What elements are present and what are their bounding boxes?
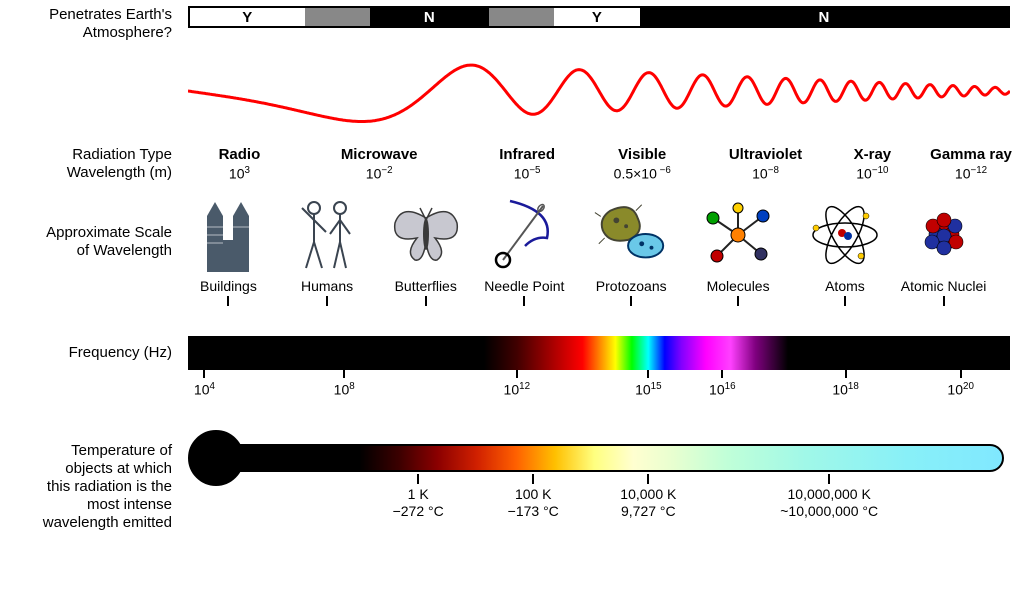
type-wavelength: 0.5×10 −6	[597, 165, 687, 182]
radiation-type: Infrared 10−5	[482, 146, 572, 182]
penetrates-label: Penetrates Earth'sAtmosphere?	[0, 6, 180, 42]
temperature-tick: 1 K−272 °C	[358, 474, 478, 520]
type-name: Infrared	[482, 146, 572, 163]
penetration-segment	[305, 8, 370, 26]
scale-label: Atoms	[801, 278, 889, 294]
scale-label: Protozoans	[587, 278, 675, 294]
frequency-label: Frequency (Hz)	[0, 344, 180, 362]
type-wavelength: 10−2	[334, 165, 424, 182]
type-name: Ultraviolet	[721, 146, 811, 163]
type-name: Microwave	[334, 146, 424, 163]
type-name: Gamma ray	[926, 146, 1016, 163]
scale-label: Molecules	[694, 278, 782, 294]
type-wavelength: 10−12	[926, 165, 1016, 182]
type-name: Visible	[597, 146, 687, 163]
penetration-segment: N	[370, 8, 489, 26]
thermometer-bulb	[188, 430, 244, 486]
scale-tick	[844, 296, 846, 306]
needle-icon	[484, 196, 564, 274]
radiation-type: Visible 0.5×10 −6	[597, 146, 687, 182]
scale-tick	[227, 296, 229, 306]
scale-item: Molecules	[694, 196, 782, 306]
nucleus-icon	[904, 196, 984, 274]
frequency-tick: 1016	[697, 370, 747, 398]
scale-item: Atomic Nuclei	[900, 196, 988, 306]
atom-icon	[805, 196, 885, 274]
penetration-bar: YNYN	[188, 6, 1010, 28]
radiation-type: Microwave 10−2	[334, 146, 424, 182]
scale-tick	[523, 296, 525, 306]
radiation-type: Ultraviolet 10−8	[721, 146, 811, 182]
temperature-label: Temperature ofobjects at whichthis radia…	[0, 442, 180, 532]
thermometer-tube	[216, 444, 1004, 472]
scale-label: Atomic Nuclei	[900, 278, 988, 294]
approx-scale-label: Approximate Scaleof Wavelength	[0, 224, 180, 260]
scale-item: Butterflies	[382, 196, 470, 306]
temperature-tick: 100 K−173 °C	[473, 474, 593, 520]
scale-item: Protozoans	[587, 196, 675, 306]
type-wavelength: 10−10	[827, 165, 917, 182]
scale-item: Needle Point	[480, 196, 568, 306]
molecule-icon	[698, 196, 778, 274]
penetration-segment	[489, 8, 554, 26]
frequency-spectrum-bar	[188, 336, 1010, 370]
scale-tick	[326, 296, 328, 306]
scale-label: Humans	[283, 278, 371, 294]
scale-label: Butterflies	[382, 278, 470, 294]
frequency-tick: 104	[179, 370, 229, 398]
em-wave	[188, 46, 1010, 136]
scale-tick	[943, 296, 945, 306]
scale-label: Buildings	[184, 278, 272, 294]
frequency-tick: 1012	[492, 370, 542, 398]
scale-tick	[737, 296, 739, 306]
scale-item: Humans	[283, 196, 371, 306]
frequency-tick: 1015	[623, 370, 673, 398]
type-name: Radio	[194, 146, 284, 163]
type-wavelength: 103	[194, 165, 284, 182]
penetration-segment: Y	[554, 8, 640, 26]
frequency-tick: 1018	[821, 370, 871, 398]
scale-tick	[425, 296, 427, 306]
radiation-type-label: Radiation Type Wavelength (m)	[0, 146, 180, 182]
temperature-tick: 10,000 K9,727 °C	[588, 474, 708, 520]
penetration-segment: Y	[190, 8, 305, 26]
type-wavelength: 10−8	[721, 165, 811, 182]
type-name: X-ray	[827, 146, 917, 163]
radiation-type: Radio 103	[194, 146, 284, 182]
butterfly-icon	[386, 196, 466, 274]
scale-item: Buildings	[184, 196, 272, 306]
humans-icon	[287, 196, 367, 274]
penetration-segment: N	[640, 8, 1008, 26]
scale-item: Atoms	[801, 196, 889, 306]
type-wavelength: 10−5	[482, 165, 572, 182]
frequency-tick: 1020	[936, 370, 986, 398]
scale-label: Needle Point	[480, 278, 568, 294]
radiation-type: Gamma ray 10−12	[926, 146, 1016, 182]
temperature-tick: 10,000,000 K~10,000,000 °C	[769, 474, 889, 520]
radiation-type: X-ray 10−10	[827, 146, 917, 182]
scale-tick	[630, 296, 632, 306]
buildings-icon	[188, 196, 268, 274]
protozoan-icon	[591, 196, 671, 274]
frequency-tick: 108	[319, 370, 369, 398]
